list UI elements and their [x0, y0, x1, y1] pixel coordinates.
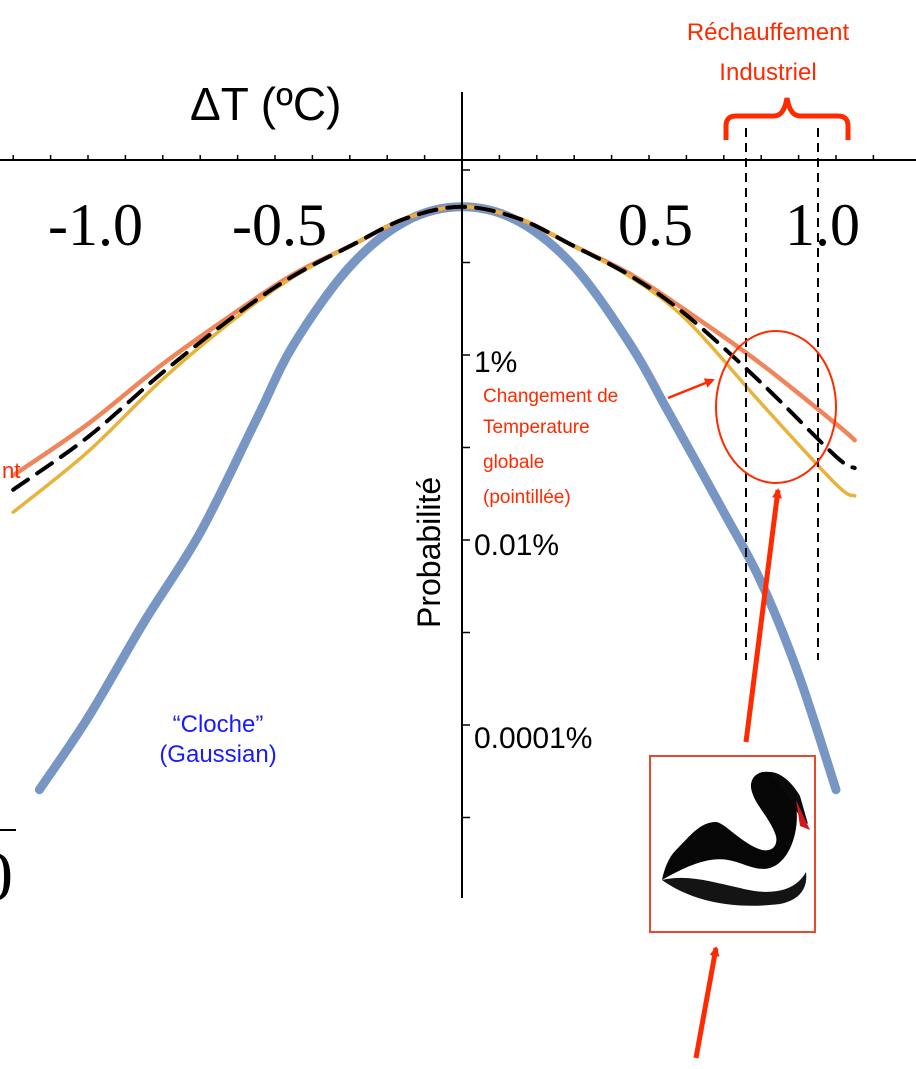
x-minor-ticks [12, 155, 875, 160]
swan-top-arrow [743, 488, 782, 743]
gaussian-label-line2: (Gaussian) [159, 741, 276, 768]
change-label-line3: globale [483, 452, 544, 473]
temperature-change-annotation: Changement de Temperature globale (point… [483, 330, 837, 508]
change-label-line1: Changement de [483, 386, 618, 407]
x-tick-label-neg-05: -0.5 [232, 192, 327, 258]
change-arrow [667, 378, 715, 400]
clipped-label-fragment: nt [2, 458, 20, 483]
industrial-label-line2: Industriel [719, 59, 816, 86]
x-tick-label-1: 1.0 [785, 192, 860, 258]
y-minor-ticks [462, 169, 470, 819]
x-tick-labels: -1.0 -0.5 0.5 1.0 [48, 192, 860, 258]
clipped-digit-fragment: 0 [0, 839, 13, 916]
swan-bottom-arrow [693, 946, 720, 1059]
industrial-bracket [723, 97, 851, 140]
industrial-warming-annotation: Réchauffement Industriel [687, 19, 851, 660]
industrial-label-line1: Réchauffement [687, 19, 850, 46]
y-tick-label-00001pct: 0.0001% [474, 722, 592, 755]
change-label-line4: (pointillée) [483, 487, 571, 508]
black-swan-annotation [649, 488, 816, 1059]
x-tick-label-neg-1: -1.0 [48, 192, 143, 258]
highlight-ellipse [715, 330, 837, 484]
y-tick-label-1pct: 1% [474, 346, 517, 379]
x-axis-label: ΔT (ºC) [190, 78, 341, 130]
gaussian-label-line1: “Cloche” [173, 711, 264, 738]
gaussian-annotation: “Cloche” (Gaussian) [159, 711, 276, 768]
black-swan-icon [662, 771, 810, 906]
x-tick-label-05: 0.5 [618, 192, 693, 258]
y-tick-label-001pct: 0.01% [474, 529, 559, 562]
y-tick-labels: 1% 0.01% 0.0001% [474, 346, 592, 755]
change-label-line2: Temperature [483, 417, 590, 438]
y-axis-label: Probabilité [411, 477, 447, 628]
